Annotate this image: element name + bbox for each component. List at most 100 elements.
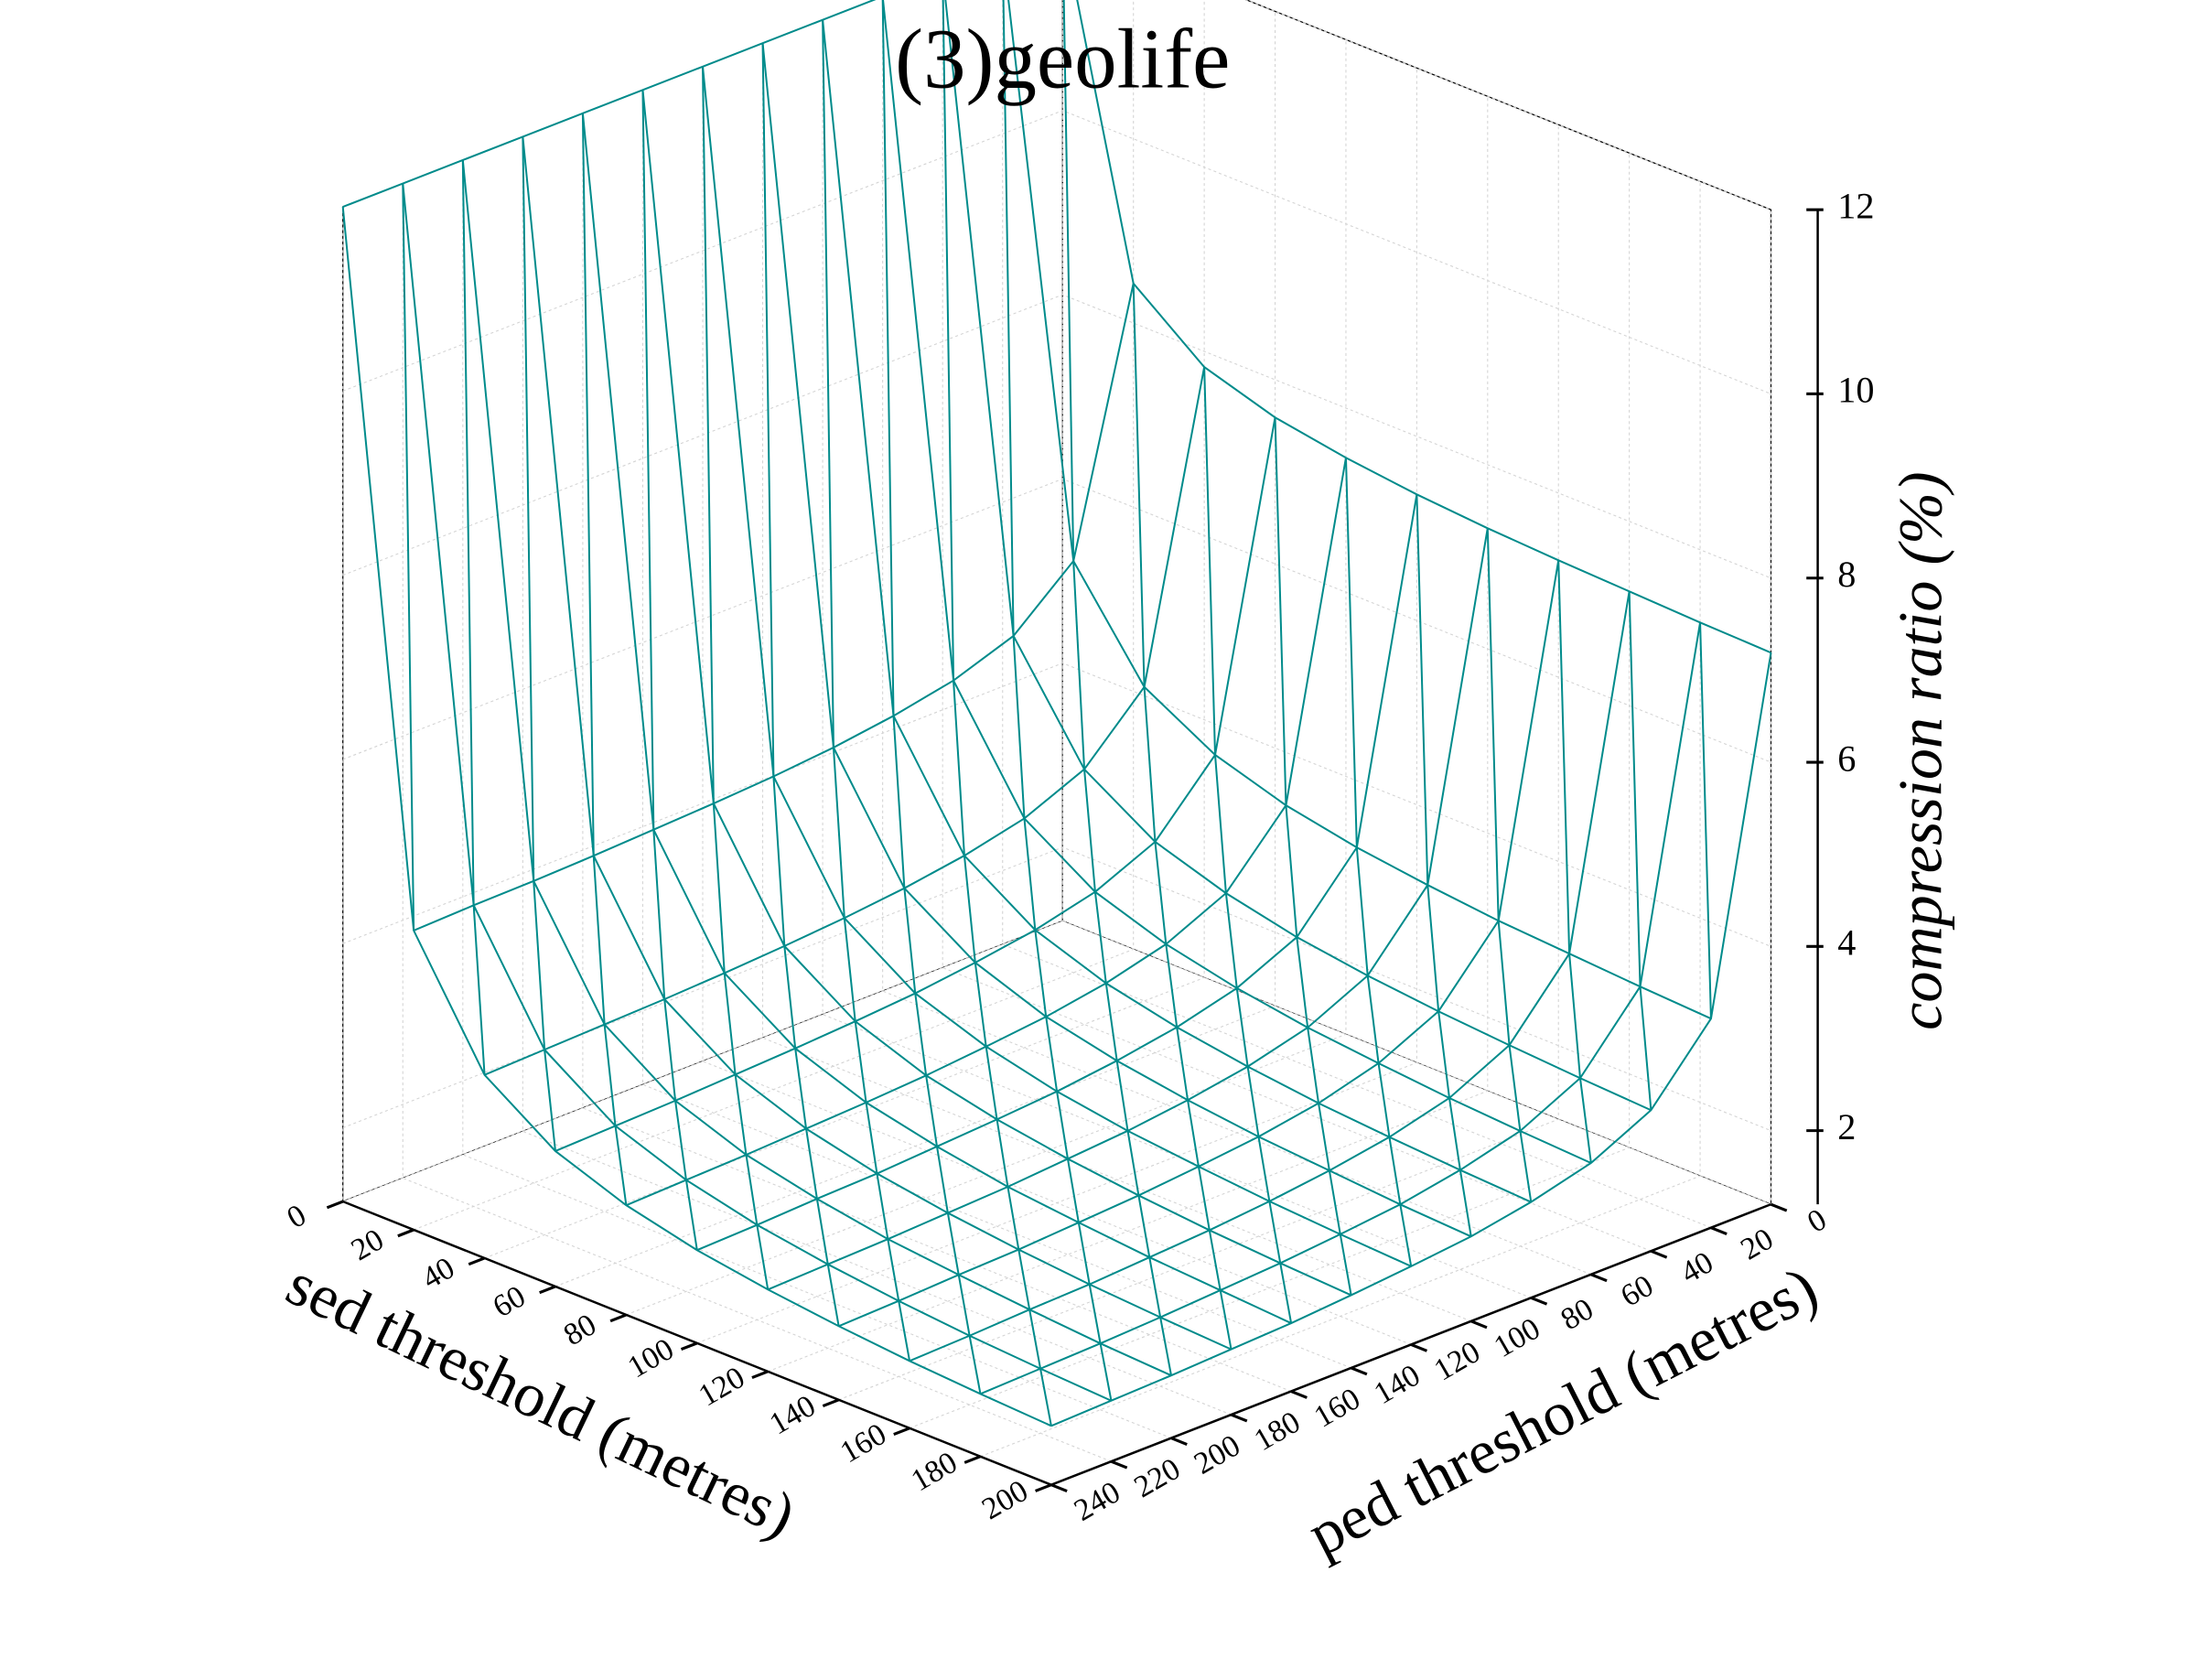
mesh-diagonal (854, 1021, 867, 1104)
mesh-diagonal (887, 1238, 900, 1301)
surface (341, 0, 1772, 1427)
y-tick-label: 0 (1802, 1202, 1832, 1240)
surface-column (341, 206, 1052, 1427)
mesh-diagonal (963, 855, 976, 964)
mesh-diagonal (1279, 1263, 1293, 1324)
mesh-diagonal (674, 1100, 687, 1180)
x-tick-label: 80 (558, 1308, 602, 1352)
mesh-diagonal (946, 1212, 960, 1276)
mesh-diagonal (881, 0, 895, 716)
mesh-diagonal (942, 0, 955, 681)
mesh-diagonal (815, 1198, 829, 1265)
y-tick (1470, 1319, 1488, 1330)
y-tick (1710, 1226, 1728, 1236)
mesh-diagonal (756, 1224, 770, 1290)
mesh-diagonal (876, 1173, 889, 1240)
grid-line (768, 96, 1489, 1373)
mesh-diagonal (1508, 1045, 1522, 1132)
z-tick-label: 10 (1837, 370, 1874, 411)
mesh-diagonal (1017, 1249, 1031, 1310)
mesh-diagonal (1197, 1166, 1211, 1231)
mesh-diagonal (1023, 818, 1037, 931)
mesh-diagonal (1388, 1136, 1402, 1205)
x-tick (822, 1398, 840, 1407)
grid-line (342, 662, 1771, 947)
mesh-diagonal (592, 856, 606, 1025)
mesh-diagonal (1066, 1158, 1080, 1223)
mesh-diagonal (614, 1125, 628, 1206)
mesh-diagonal (1056, 1091, 1069, 1159)
y-tick-label: 140 (1369, 1359, 1426, 1412)
x-tick (680, 1341, 698, 1352)
grid-line (909, 153, 1631, 1429)
z-tick-label: 6 (1837, 738, 1856, 779)
mesh-diagonal (783, 945, 797, 1049)
y-tick (1050, 1483, 1068, 1493)
mesh-diagonal (1028, 1308, 1042, 1369)
mesh-diagonal (472, 905, 486, 1075)
mesh-diagonal (1328, 1170, 1341, 1235)
y-tick (1530, 1296, 1548, 1306)
mesh-diagonal (1045, 1016, 1059, 1092)
mesh-diagonal (1274, 417, 1287, 806)
x-tick-label: 100 (622, 1332, 680, 1385)
y-tick-label: 180 (1249, 1405, 1307, 1459)
mesh-diagonal (1203, 367, 1217, 756)
mesh-diagonal (402, 183, 415, 931)
mesh-diagonal (936, 1146, 949, 1213)
x-tick-label: 180 (906, 1446, 963, 1499)
mesh-diagonal (723, 973, 737, 1075)
mesh-diagonal (1006, 1186, 1020, 1250)
mesh-diagonal (1077, 1222, 1091, 1285)
y-tick-label: 220 (1128, 1452, 1186, 1505)
mesh-diagonal (1148, 1256, 1162, 1318)
x-tick-label: 0 (282, 1199, 312, 1236)
mesh-diagonal (903, 888, 917, 994)
x-tick (539, 1285, 556, 1295)
mesh-diagonal (968, 1335, 982, 1395)
y-tick-label: 60 (1615, 1269, 1659, 1314)
y-tick (1110, 1459, 1128, 1470)
y-tick (1170, 1437, 1188, 1446)
mesh-diagonal (957, 1274, 971, 1336)
x-tick-label: 140 (764, 1389, 822, 1442)
mesh-diagonal (1426, 885, 1440, 1012)
y-tick (1230, 1413, 1248, 1423)
mesh-diagonal (1115, 1061, 1129, 1131)
mesh-diagonal (974, 962, 987, 1047)
x-tick (963, 1455, 982, 1464)
mesh-diagonal (461, 159, 475, 906)
mesh-diagonal (1459, 1169, 1472, 1237)
mesh-diagonal (1519, 1130, 1533, 1202)
y-tick-label: 40 (1675, 1245, 1719, 1290)
surface-column (822, 19, 1532, 1203)
mesh-diagonal (865, 1102, 878, 1174)
mesh-diagonal (652, 829, 666, 1000)
z-axis-label: compression ratio (%) (1885, 471, 1954, 1029)
mesh-diagonal (603, 1024, 617, 1126)
mesh-diagonal (684, 1179, 698, 1251)
mesh-diagonal (544, 1050, 556, 1152)
surface-column (761, 43, 1472, 1238)
mesh-diagonal (1437, 1011, 1450, 1099)
mesh-diagonal (1176, 1027, 1190, 1101)
surface-column (1076, 0, 1771, 654)
mesh-diagonal (1307, 1027, 1320, 1104)
mesh-diagonal (1104, 983, 1118, 1061)
mesh-diagonal (1039, 1368, 1052, 1427)
x-tick (609, 1313, 627, 1323)
y-tick (1351, 1366, 1368, 1376)
mesh-diagonal (1165, 943, 1179, 1028)
mesh-diagonal (1497, 921, 1511, 1046)
x-tick (1035, 1483, 1052, 1492)
mesh-diagonal (794, 1048, 808, 1129)
mesh-diagonal (1355, 847, 1369, 976)
y-tick (1290, 1390, 1308, 1399)
mesh-diagonal (1578, 1078, 1592, 1164)
mesh-diagonal (892, 716, 906, 888)
mesh-diagonal (1285, 805, 1298, 938)
mesh-diagonal (772, 776, 786, 946)
mesh-diagonal (1257, 1136, 1271, 1202)
